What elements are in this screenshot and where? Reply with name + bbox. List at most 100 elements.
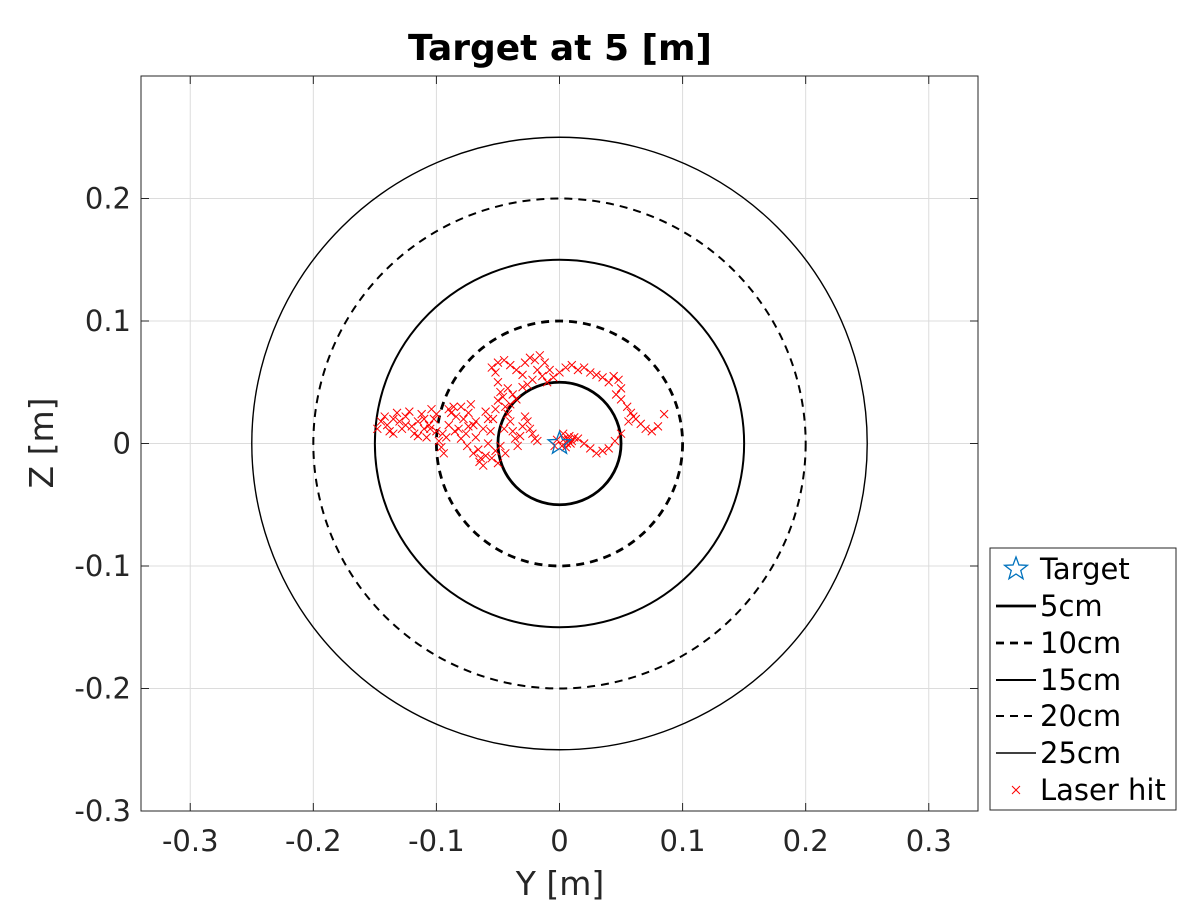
laser-hit-marker [585,444,595,453]
laser-hit-marker [468,420,478,430]
laser-hit-marker [500,402,510,412]
laser-hit-marker [561,442,571,452]
laser-hit-marker [499,355,509,365]
x-axis-label: Y [m] [515,864,605,903]
target-marker [546,429,573,455]
laser-hit-marker [417,409,426,419]
laser-hit-marker [432,426,441,436]
laser-hit-marker [499,424,509,434]
legend-label-20cm: 20cm [1040,699,1121,733]
laser-hit-marker [429,414,439,424]
laser-hit-marker [626,408,636,418]
laser-hit-marker [395,417,404,426]
laser-hit-marker [459,414,468,424]
laser-hit-marker [380,412,390,421]
ring-15cm [373,258,746,629]
laser-hit-marker [585,368,595,377]
legend-label-15cm: 15cm [1040,663,1121,697]
laser-hit-marker [542,377,552,387]
x-tick-label: 0.1 [660,824,706,858]
laser-hit-marker [528,429,537,439]
laser-hit-marker [616,429,626,439]
laser-hit-marker [493,458,503,468]
laser-hit-marker [493,377,503,387]
laser-hit-marker [450,426,460,436]
laser-hit-marker [592,448,601,458]
laser-hit-marker [404,407,414,417]
laser-hit-marker [491,446,500,456]
legend-target-star-icon [1002,555,1030,581]
laser-hit-marker [573,365,583,375]
laser-hit-marker [413,417,423,426]
laser-hit-marker [567,360,577,370]
laser-hit-marker [388,414,398,424]
legend-label-25cm: 25cm [1040,736,1121,770]
x-tick-label: 0.2 [783,824,829,858]
laser-hit-marker [468,448,478,458]
laser-hit-marker [616,395,626,404]
laser-hit-marker [471,417,481,426]
laser-hit-marker [439,448,449,458]
distance-rings [251,136,868,751]
laser-hit-marker [496,387,505,397]
laser-hit-marker [451,412,461,421]
laser-hit-marker [409,429,419,439]
laser-hit-marker [491,404,500,414]
laser-hit-marker [508,390,518,399]
laser-hit-marker [518,370,527,380]
laser-hit-marker [579,363,589,372]
laser-hit-marker [616,384,626,393]
laser-hit-marker [419,424,429,434]
y-axis-label: Z [m] [22,398,61,489]
laser-hit-marker [604,444,614,453]
laser-hit-marker [493,358,503,368]
laser-hit-marker [483,439,493,448]
laser-hit-marker [614,375,623,385]
laser-hit-marker [512,395,521,404]
laser-hit-marker [419,414,429,424]
ring-25cm [251,136,868,751]
laser-hit-marker [413,431,423,441]
laser-hit-marker [401,420,410,430]
laser-hit-marker [558,429,568,439]
laser-hit-marker [518,382,527,392]
laser-hit-marker [508,426,518,436]
x-tick-label: 0 [550,824,568,858]
laser-hit-marker [454,424,463,434]
laser-hit-marker [545,365,555,375]
laser-hit-marker [422,433,431,442]
laser-hit-marker [464,408,473,418]
y-tick-label: -0.1 [74,549,131,583]
laser-hit-marker [555,368,564,377]
laser-hit-marker [491,368,500,377]
laser-hit-marker [434,436,444,446]
laser-hit-marker [432,409,441,419]
laser-hit-marker [388,429,398,439]
laser-hit-marker [513,441,523,451]
laser-hit-marker [647,426,657,436]
laser-hit-marker [532,436,542,446]
laser-hit-marker [561,363,571,372]
laser-hit-marker [624,417,633,426]
laser-hit-marker [520,412,530,421]
laser-hit-marker [604,377,614,387]
laser-hit-marker [525,424,535,434]
laser-hit-marker [449,402,458,412]
laser-hit-marker [592,370,601,380]
laser-hit-marker [610,436,620,446]
laser-hit-marker [598,446,607,456]
laser-hit-marker [444,404,454,414]
laser-hit-marker [535,350,545,360]
x-tick-label: 0.3 [906,824,952,858]
y-axis-ticks: -0.3 -0.2 -0.1 0 0.1 0.2 [74,182,978,828]
laser-hit-marker [438,429,447,439]
laser-hit-marker [481,407,491,417]
laser-hit-marker [505,417,515,426]
legend-label-laser-hit: Laser hit [1040,773,1166,807]
laser-hit-marker [505,399,515,409]
laser-hit-marker [503,409,513,419]
laser-hit-marker [598,372,607,382]
laser-hit-marker [425,424,435,434]
laser-hit-marker [401,412,410,421]
